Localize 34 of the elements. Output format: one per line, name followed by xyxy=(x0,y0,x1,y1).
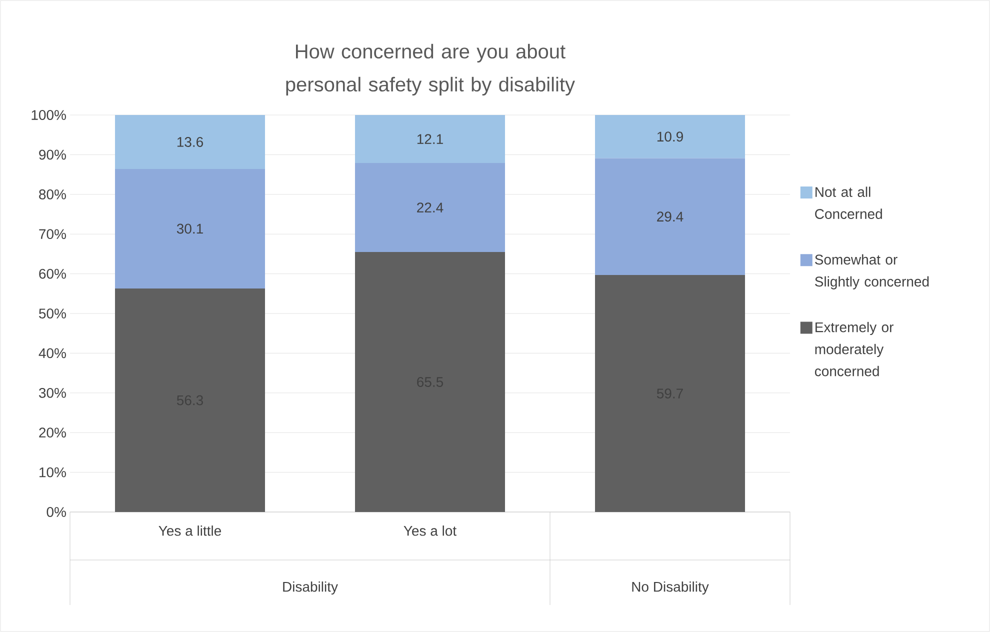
y-tick-label: 70% xyxy=(39,229,66,240)
bar xyxy=(115,114,266,169)
y-tick-label: 20% xyxy=(39,428,66,438)
y-tick-label: 60% xyxy=(39,268,66,279)
y-tick-label: 100% xyxy=(32,110,66,120)
data-label: 12.1 xyxy=(417,134,443,144)
data-label: 29.4 xyxy=(657,212,684,222)
legend-label: Extremely or moderately concerned xyxy=(814,322,894,376)
bar xyxy=(595,274,746,512)
data-label: 30.1 xyxy=(176,224,203,234)
chart-title: How concerned are you about personal safety split by disability xyxy=(286,44,575,96)
y-tick-label: 50% xyxy=(39,308,66,318)
data-label: 22.4 xyxy=(417,202,444,212)
bar xyxy=(355,252,506,512)
y-tick-label: 10% xyxy=(40,467,66,478)
text: No Disability xyxy=(632,581,709,595)
data-label: 10.9 xyxy=(657,132,683,142)
y-tick-label: 0% xyxy=(46,507,66,517)
y-tick-label: 80% xyxy=(39,189,66,200)
y-tick-label: 90% xyxy=(39,150,66,160)
y-tick-label: 30% xyxy=(38,388,66,398)
x-tick-label: Yes a lot xyxy=(404,526,456,536)
bar xyxy=(595,158,746,275)
bar xyxy=(355,163,506,252)
bar xyxy=(115,168,266,288)
bar xyxy=(595,114,746,158)
x-tick-label: Yes a little xyxy=(158,526,222,536)
legend-label: Not at all Concerned xyxy=(815,186,882,219)
data-label: 13.6 xyxy=(177,137,204,147)
text: Disability xyxy=(283,581,338,595)
bar xyxy=(355,114,506,164)
y-tick-label: 40% xyxy=(38,348,66,358)
legend-label: Somewhat or Slightly concerned xyxy=(815,254,929,290)
bar xyxy=(115,288,266,512)
